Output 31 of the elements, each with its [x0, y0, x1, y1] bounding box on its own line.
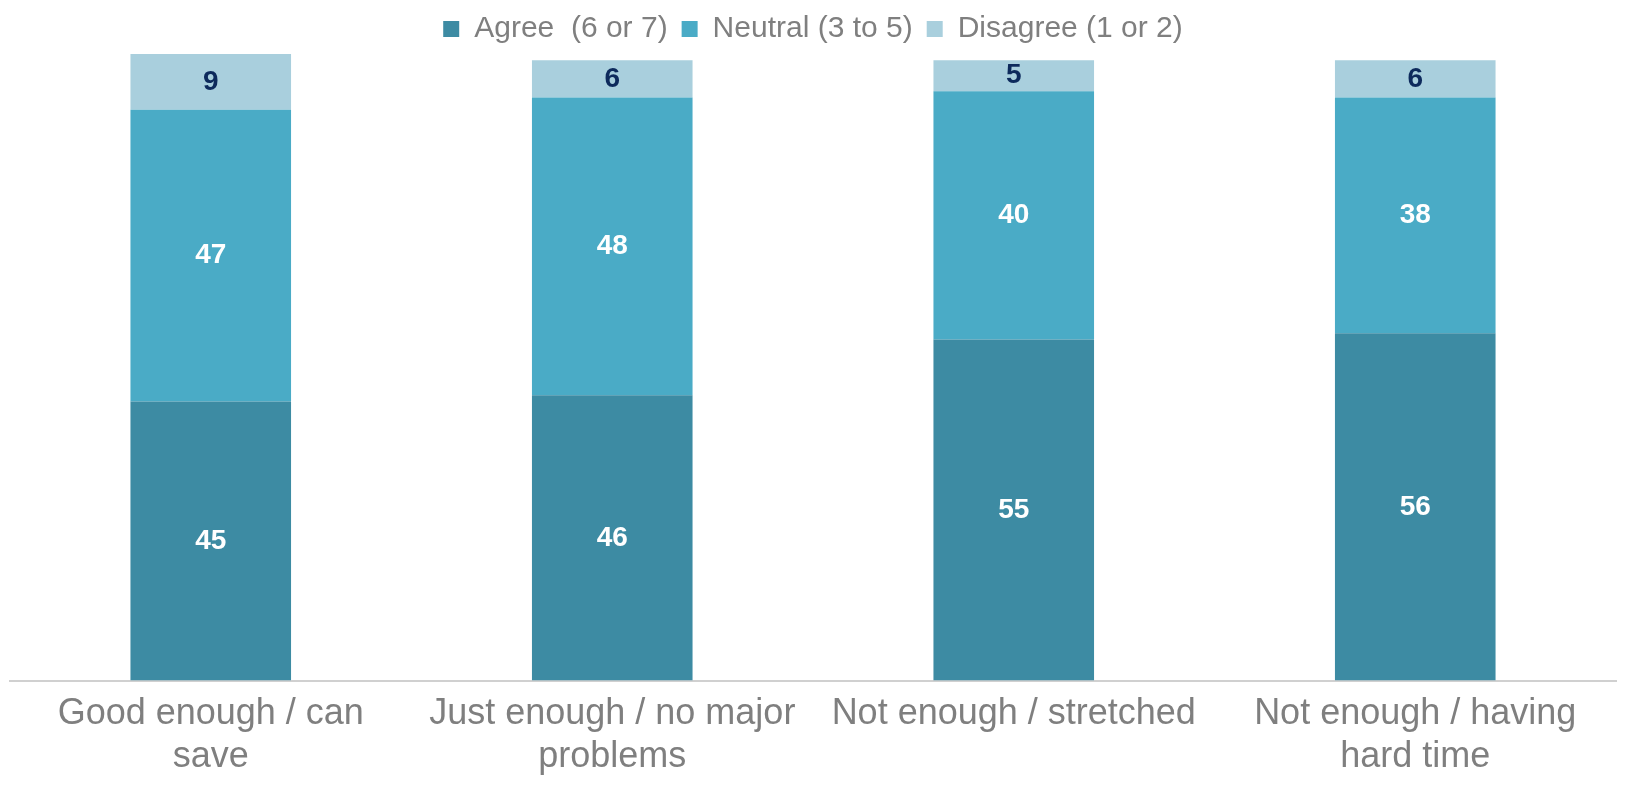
bar	[531, 97, 693, 396]
bar	[1334, 333, 1496, 681]
data-label: 56	[1399, 489, 1431, 521]
data-label: 46	[596, 520, 628, 552]
legend-label: Neutral (3 to 5)	[712, 10, 913, 44]
bar	[1334, 60, 1496, 98]
x-tick-label: Not enough / having hard time	[1254, 691, 1577, 776]
bar	[1334, 97, 1496, 334]
data-label: 45	[195, 523, 227, 555]
data-label: 55	[998, 492, 1030, 524]
bar	[933, 60, 1095, 92]
data-label: 48	[596, 229, 628, 261]
bar	[531, 60, 693, 98]
data-label: 40	[998, 198, 1030, 230]
bar	[130, 109, 292, 402]
x-tick-label: Not enough / stretched	[831, 691, 1196, 733]
bar	[130, 401, 292, 681]
bar	[531, 395, 693, 681]
legend-label: Disagree (1 or 2)	[957, 10, 1183, 44]
data-label: 9	[202, 64, 219, 96]
x-tick-label: Just enough / no major problems	[429, 691, 796, 776]
data-label: 47	[195, 238, 227, 270]
data-label: 38	[1399, 198, 1431, 230]
bar	[933, 91, 1095, 340]
data-label: 5	[1005, 58, 1022, 90]
legend-label: Agree (6 or 7)	[474, 10, 668, 44]
bar	[933, 339, 1095, 681]
data-label: 6	[1407, 61, 1424, 93]
bar	[130, 54, 292, 110]
data-label: 6	[604, 61, 621, 93]
x-tick-label: Good enough / can save	[57, 691, 364, 776]
